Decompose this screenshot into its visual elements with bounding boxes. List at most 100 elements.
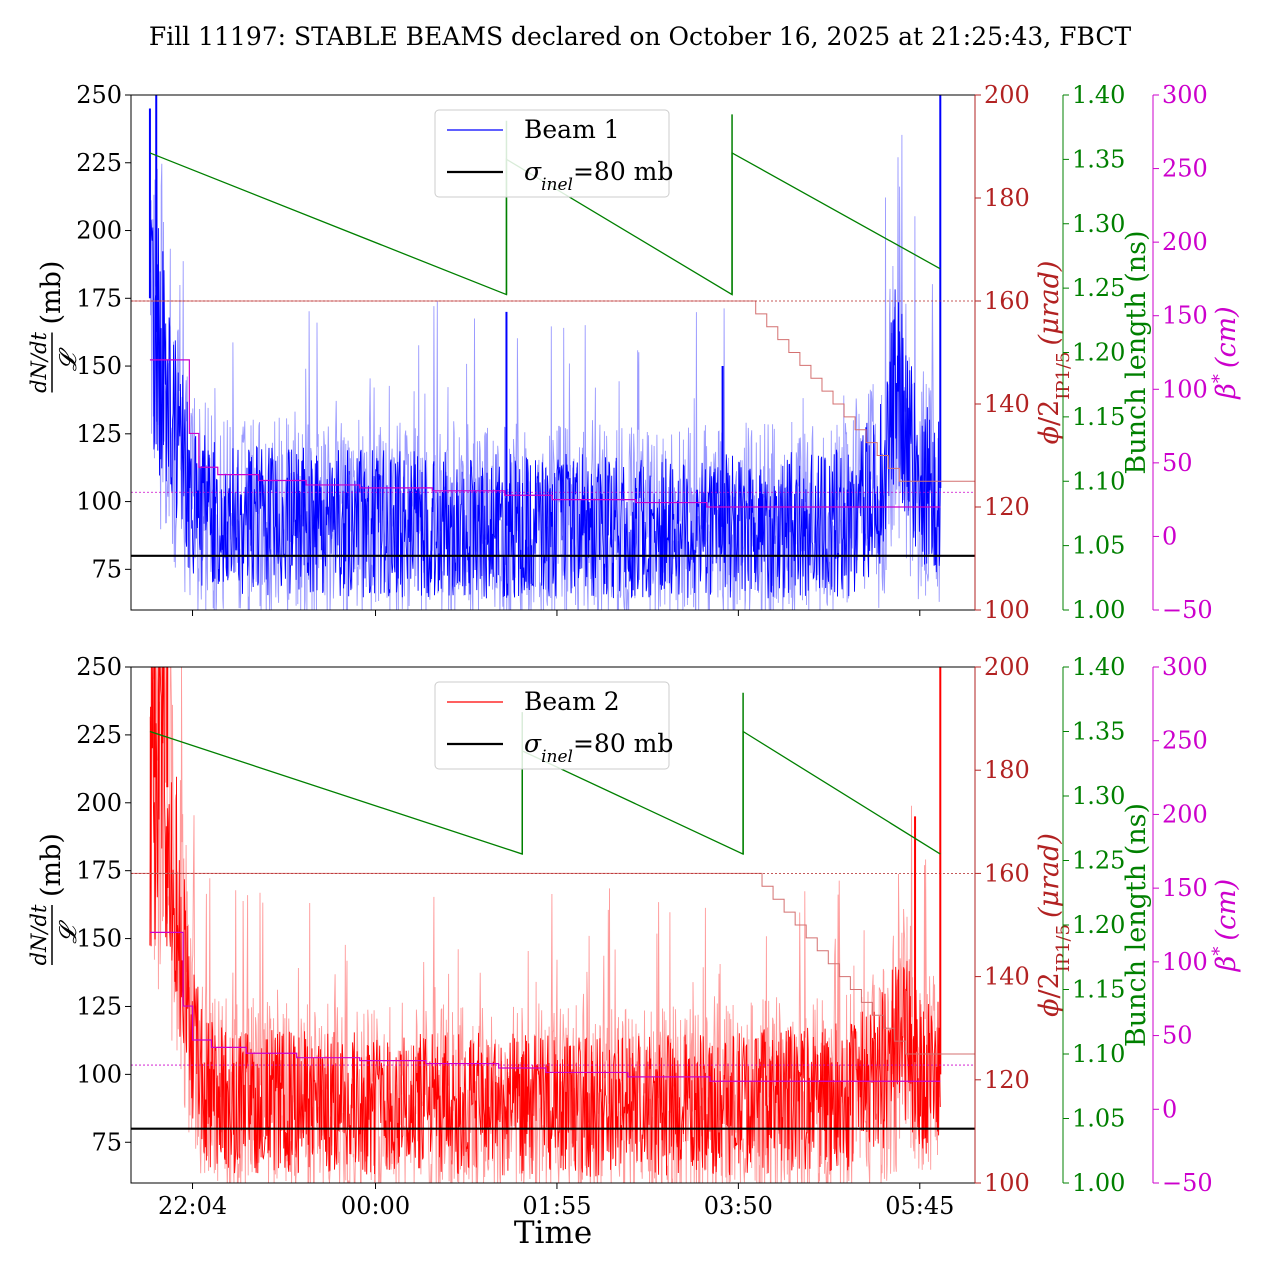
crossing-angle-axis-tick-label: 180 — [984, 184, 1030, 212]
beta-star-title-beta: β — [1211, 383, 1242, 400]
crossing-angle-axis-tick-label: 180 — [984, 756, 1030, 784]
crossing-angle-axis-tick-label: 100 — [984, 596, 1030, 624]
y-tick-label: 200 — [76, 217, 122, 245]
legend-label-beam: Beam 1 — [524, 115, 620, 144]
beta-star-title-unit: (cm) — [1211, 879, 1242, 941]
plot-area — [131, 667, 975, 1183]
crossing-angle-title-half: /2 — [1034, 400, 1065, 426]
crossing-angle-axis-tick-label: 200 — [984, 653, 1030, 681]
beta-star-line — [149, 931, 941, 1082]
y-tick-label: 125 — [76, 420, 122, 448]
crossing-angle-title-phi: ϕ — [1034, 426, 1065, 444]
bunch-length-axis-tick-label: 1.35 — [1072, 145, 1125, 173]
crossing-angle-title-unit: (μrad) — [1034, 261, 1065, 346]
y-axis-title-left: dN/dt 𝓛 (mb) — [27, 261, 82, 393]
bunch-length-axis-tick-label: 1.25 — [1072, 847, 1125, 875]
beta-star-axis-tick-label: 150 — [1162, 302, 1208, 330]
beta-star-axis-tick-label: 300 — [1162, 653, 1208, 681]
beta-star-title-unit: (cm) — [1211, 306, 1242, 368]
bunch-length-axis-title: Bunch length (ns) — [1121, 803, 1152, 1047]
crossing-angle-axis-tick-label: 160 — [984, 859, 1030, 887]
bunch-length-axis-tick-label: 1.15 — [1072, 403, 1125, 431]
beta-star-axis-tick-label: 100 — [1162, 375, 1208, 403]
bunch-length-axis-tick-label: 1.05 — [1072, 532, 1125, 560]
y-tick-label: 175 — [76, 284, 122, 312]
y-tick-label: 250 — [76, 653, 122, 681]
bunch-length-axis-title: Bunch length (ns) — [1121, 230, 1152, 474]
y-tick-label: 125 — [76, 992, 122, 1020]
y-axis-title-denominator: 𝓛 — [54, 347, 82, 371]
legend-box — [434, 109, 670, 198]
bunch-length-axis-tick-label: 1.30 — [1072, 210, 1125, 238]
plot-area — [131, 95, 975, 610]
y-tick-label: 100 — [76, 1060, 122, 1088]
bunch-length-line — [149, 730, 941, 856]
y-tick-label: 75 — [91, 1128, 122, 1156]
beta-star-axis-tick-label: 100 — [1162, 948, 1208, 976]
crossing-angle-title-half: /2 — [1034, 972, 1065, 998]
beta-star-axis-tick-label: 0 — [1162, 522, 1177, 550]
beta-star-title-star: * — [1209, 947, 1230, 956]
beta-star-axis-tick-label: 0 — [1162, 1095, 1177, 1123]
crossing-angle-line — [131, 872, 975, 1055]
crossing-angle-axis-tick-label: 140 — [984, 390, 1030, 418]
panel-beam2: 75 100 125 150 175 200 225 250 dN/dt 𝓛 (mb) 100 120 1… — [27, 653, 1242, 1220]
bunch-length-axis-tick-label: 1.05 — [1072, 1105, 1125, 1133]
beta-star-axis-tick-label: 50 — [1162, 449, 1193, 477]
legend-label-beam: Beam 2 — [524, 687, 620, 716]
bunch-length-axis-tick-label: 1.00 — [1072, 1169, 1125, 1197]
y-tick-label: 150 — [76, 352, 122, 380]
y-tick-label: 175 — [76, 857, 122, 885]
x-tick-label: 00:00 — [341, 1192, 410, 1220]
crossing-angle-axis-tick-label: 120 — [984, 1066, 1030, 1094]
x-tick-label: 22:04 — [158, 1192, 227, 1220]
bunch-length-axis-tick-label: 1.15 — [1072, 976, 1125, 1004]
bunch-length-axis-tick-label: 1.35 — [1072, 718, 1125, 746]
figure-title: Fill 11197: STABLE BEAMS declared on Oct… — [149, 22, 1132, 51]
beta-star-title-beta: β — [1211, 956, 1242, 973]
y-axis-title-left: dN/dt 𝓛 (mb) — [27, 833, 82, 965]
y-axis-title-unit: (mb) — [36, 833, 67, 897]
bunch-length-axis-tick-label: 1.10 — [1072, 467, 1125, 495]
y-tick-label: 250 — [76, 81, 122, 109]
bunch-length-axis-tick-label: 1.00 — [1072, 596, 1125, 624]
y-axis-title-unit: (mb) — [36, 261, 67, 325]
crossing-angle-axis-tick-label: 200 — [984, 81, 1030, 109]
bunch-length-axis-tick-label: 1.20 — [1072, 911, 1125, 939]
beta-star-axis-tick-label: 150 — [1162, 874, 1208, 902]
y-tick-label: 225 — [76, 149, 122, 177]
legend-box — [434, 681, 670, 770]
bunch-length-axis-tick-label: 1.40 — [1072, 81, 1125, 109]
beta-star-axis-tick-label: 50 — [1162, 1022, 1193, 1050]
crossing-angle-title-phi: ϕ — [1034, 998, 1065, 1016]
crossing-angle-axis-tick-label: 100 — [984, 1169, 1030, 1197]
legend-label-sigma: σinel=80 mb — [524, 157, 673, 195]
crossing-angle-axis-tick-label: 160 — [984, 287, 1030, 315]
beta-star-title-star: * — [1209, 374, 1230, 383]
bunch-length-axis-tick-label: 1.30 — [1072, 782, 1125, 810]
bunch-length-axis-tick-label: 1.20 — [1072, 339, 1125, 367]
beta-star-axis-tick-label: 250 — [1162, 727, 1208, 755]
y-axis-title-numerator: dN/dt — [27, 904, 51, 965]
beta-star-axis-title: β* (cm) — [1209, 879, 1243, 972]
y-tick-label: 200 — [76, 789, 122, 817]
beam-series-light-line — [149, 134, 941, 610]
panel-beam1: 75 100 125 150 175 200 225 250 dN/dt 𝓛 (mb) 100 120 1… — [27, 81, 1242, 624]
x-tick-label: 05:45 — [885, 1192, 954, 1220]
y-tick-label: 100 — [76, 488, 122, 516]
bunch-length-axis-tick-label: 1.40 — [1072, 653, 1125, 681]
beta-star-line — [149, 359, 941, 508]
y-tick-label: 75 — [91, 555, 122, 583]
y-axis-title-denominator: 𝓛 — [54, 920, 82, 944]
legend-label-sigma: σinel=80 mb — [524, 729, 673, 767]
x-axis-title: Time — [514, 1215, 592, 1251]
beta-star-axis-tick-label: 250 — [1162, 155, 1208, 183]
beta-star-axis-title: β* (cm) — [1209, 306, 1243, 399]
beta-star-axis-tick-label: 200 — [1162, 228, 1208, 256]
legend: Beam 2 σinel=80 mb — [434, 681, 673, 770]
beta-star-axis-tick-label: 200 — [1162, 800, 1208, 828]
beta-star-axis-tick-label: 300 — [1162, 81, 1208, 109]
y-axis-title-numerator: dN/dt — [27, 332, 51, 393]
x-tick-label: 03:50 — [704, 1192, 773, 1220]
